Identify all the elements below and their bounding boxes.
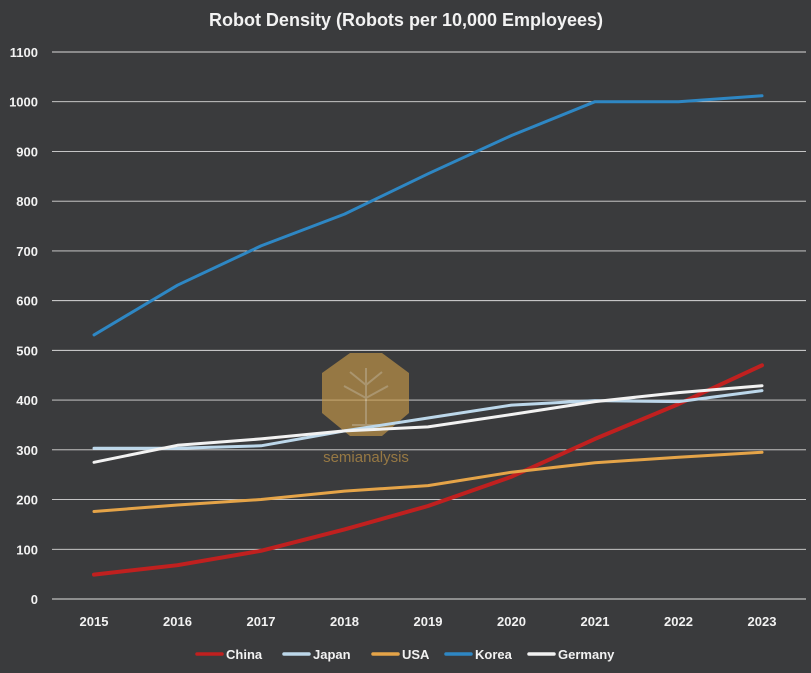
watermark: semianalysis [322, 353, 409, 466]
y-axis-tick-labels: 0 100 200 300 400 500 600 700 800 900 1000 1100 [9, 45, 38, 607]
legend: China Japan USA Korea Germany [195, 647, 615, 662]
y-tick-label: 1100 [10, 45, 38, 60]
legend-item-usa: USA [371, 647, 430, 662]
x-tick-label: 2018 [330, 614, 359, 629]
x-tick-label: 2020 [497, 614, 526, 629]
y-tick-label: 100 [16, 542, 38, 557]
legend-item-korea: Korea [444, 647, 513, 662]
y-tick-label: 900 [16, 144, 38, 159]
x-tick-label: 2022 [664, 614, 693, 629]
x-tick-label: 2017 [247, 614, 276, 629]
y-tick-label: 1000 [9, 95, 38, 110]
chart-title: Robot Density (Robots per 10,000 Employe… [209, 10, 603, 30]
legend-item-china: China [195, 647, 263, 662]
watermark-text: semianalysis [323, 449, 409, 466]
y-tick-label: 500 [16, 343, 38, 358]
legend-label: China [226, 647, 263, 662]
y-tick-label: 800 [16, 194, 38, 209]
legend-label: Japan [313, 647, 351, 662]
x-tick-label: 2015 [80, 614, 109, 629]
y-tick-label: 700 [16, 244, 38, 259]
series-line-japan [92, 389, 764, 450]
y-tick-label: 300 [16, 443, 38, 458]
x-tick-label: 2023 [748, 614, 777, 629]
series-lines [92, 94, 764, 577]
series-line-korea [92, 94, 764, 337]
legend-item-germany: Germany [527, 647, 615, 662]
series-line-usa [92, 450, 764, 513]
y-tick-label: 400 [16, 393, 38, 408]
legend-item-japan: Japan [282, 647, 351, 662]
x-axis-tick-labels: 2015 2016 2017 2018 2019 2020 2021 2022 2023 [80, 614, 777, 629]
legend-label: Korea [475, 647, 513, 662]
y-tick-label: 600 [16, 294, 38, 309]
legend-label: Germany [558, 647, 615, 662]
legend-label: USA [402, 647, 430, 662]
x-tick-label: 2019 [414, 614, 443, 629]
series-line-germany [92, 384, 764, 464]
x-tick-label: 2021 [581, 614, 610, 629]
y-tick-label: 200 [16, 493, 38, 508]
series-line-china [92, 363, 764, 577]
x-tick-label: 2016 [163, 614, 192, 629]
y-tick-label: 0 [31, 592, 38, 607]
